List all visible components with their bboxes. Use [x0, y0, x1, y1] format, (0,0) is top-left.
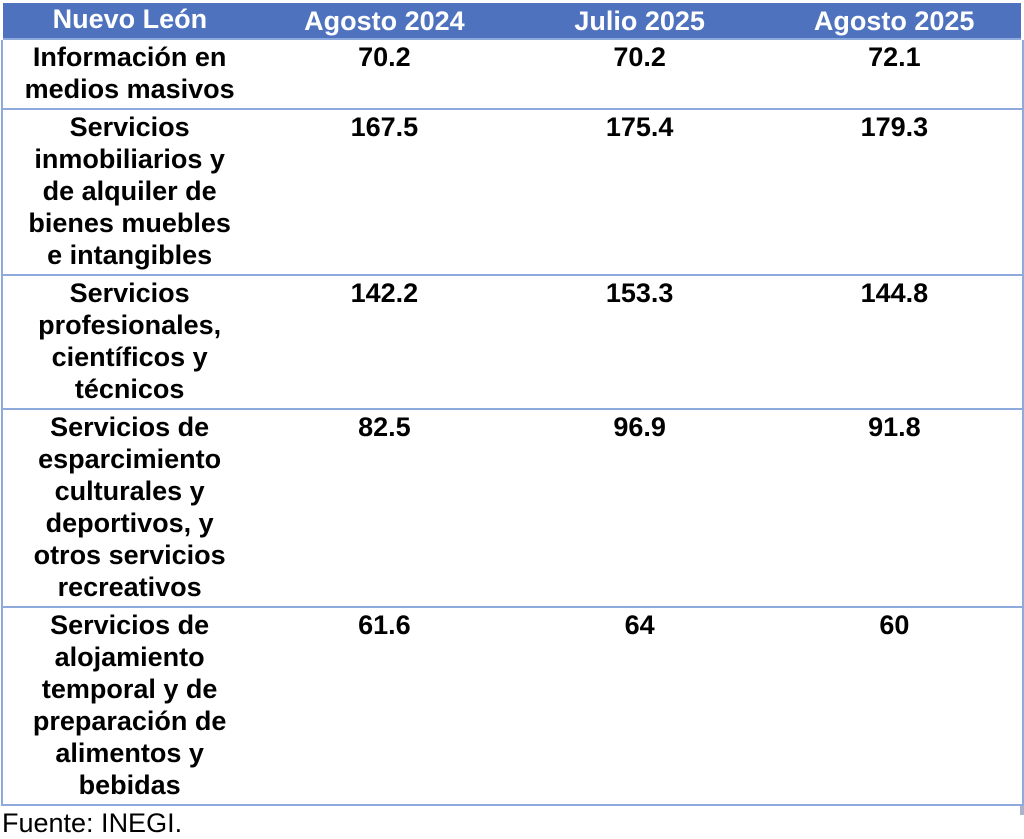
table-header: Nuevo León Agosto 2024 Julio 2025 Agosto… [0, 0, 1024, 39]
header-col-julio-2025: Julio 2025 [512, 0, 768, 39]
cell-value: 91.8 [767, 408, 1024, 607]
cell-value: 82.5 [256, 408, 512, 607]
table-row: Servicios inmobiliarios y de alquiler de… [0, 108, 1024, 275]
header-col-agosto-2024: Agosto 2024 [256, 0, 512, 39]
cell-value: 70.2 [256, 38, 512, 109]
row-category: Servicios inmobiliarios y de alquiler de… [0, 108, 257, 275]
table-corner-mark [1020, 806, 1024, 815]
cell-value: 144.8 [767, 274, 1024, 409]
table-row: Información en medios masivos 70.2 70.2 … [0, 38, 1024, 109]
cell-value: 60 [767, 606, 1024, 806]
row-category: Servicios profesionales, científicos y t… [0, 274, 257, 409]
cell-value: 179.3 [767, 108, 1024, 275]
header-col-agosto-2025: Agosto 2025 [767, 0, 1024, 39]
cell-value: 64 [512, 606, 768, 806]
table-row: Servicios de esparcimiento culturales y … [0, 408, 1024, 607]
table-row: Servicios profesionales, científicos y t… [0, 274, 1024, 409]
table-body: Información en medios masivos 70.2 70.2 … [0, 38, 1024, 806]
header-row: Nuevo León Agosto 2024 Julio 2025 Agosto… [0, 0, 1024, 39]
cell-value: 167.5 [256, 108, 512, 275]
cell-value: 96.9 [512, 408, 768, 607]
row-category: Servicios de alojamiento temporal y de p… [0, 606, 257, 806]
cell-value: 142.2 [256, 274, 512, 409]
indices-table: Nuevo León Agosto 2024 Julio 2025 Agosto… [0, 0, 1024, 806]
row-category: Información en medios masivos [0, 38, 257, 109]
row-category: Servicios de esparcimiento culturales y … [0, 408, 257, 607]
cell-value: 70.2 [512, 38, 768, 109]
table-row: Servicios de alojamiento temporal y de p… [0, 606, 1024, 806]
cell-value: 175.4 [512, 108, 768, 275]
source-note: Fuente: INEGI. [2, 808, 183, 838]
cell-value: 61.6 [256, 606, 512, 806]
cell-value: 72.1 [767, 38, 1024, 109]
header-region-nuevo-leon: Nuevo León [0, 0, 257, 39]
indices-table-wrap: Nuevo León Agosto 2024 Julio 2025 Agosto… [0, 0, 1024, 815]
cell-value: 153.3 [512, 274, 768, 409]
